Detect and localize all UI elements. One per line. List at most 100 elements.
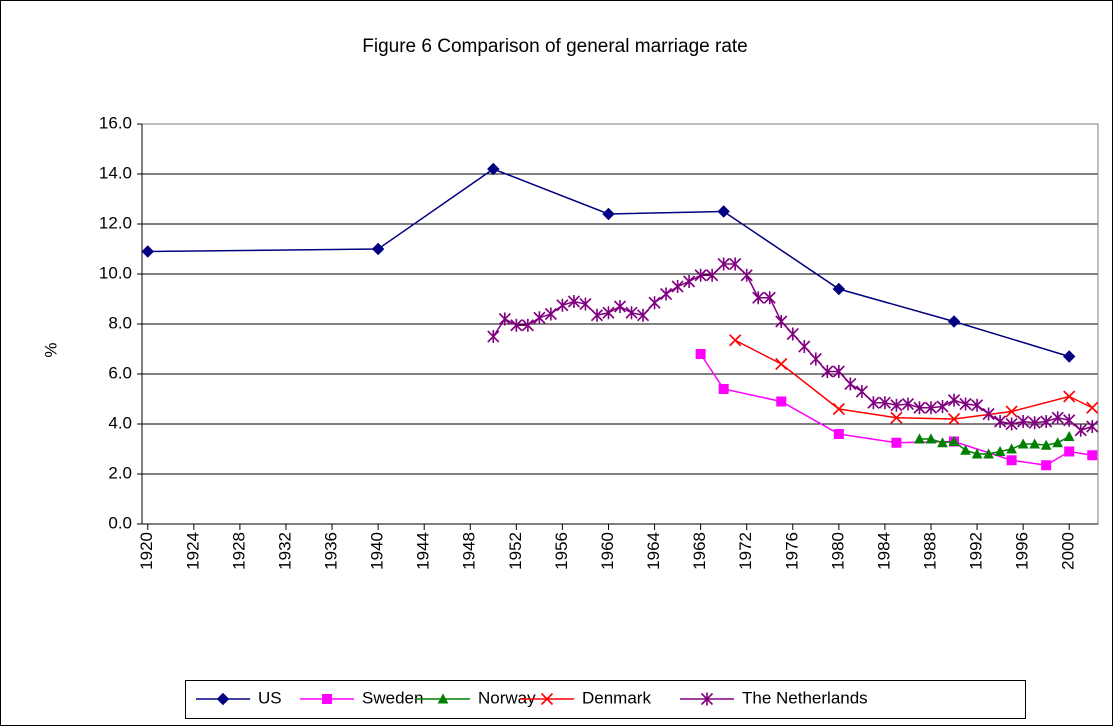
legend-label: Denmark (582, 688, 651, 707)
y-tick-label: 0.0 (108, 513, 132, 532)
marker (700, 692, 714, 706)
x-tick-label: 1936 (322, 532, 341, 570)
legend-label: US (258, 688, 282, 707)
legend-label: The Netherlands (742, 688, 868, 707)
marker (832, 402, 845, 416)
marker (695, 349, 706, 359)
marker (1086, 420, 1099, 433)
marker (775, 315, 788, 328)
x-tick-label: 1920 (137, 532, 156, 570)
marker (544, 307, 557, 321)
marker (1051, 411, 1064, 425)
marker (1064, 446, 1075, 457)
marker (636, 308, 650, 322)
x-tick-label: 2000 (1059, 532, 1078, 570)
x-tick-label: 1964 (644, 532, 663, 570)
x-tick-label: 1924 (183, 532, 202, 570)
marker (901, 397, 915, 411)
marker (1040, 439, 1052, 450)
marker (924, 401, 938, 415)
legend-label: Sweden (362, 688, 423, 707)
marker (1063, 390, 1076, 403)
marker (809, 352, 822, 366)
marker (948, 435, 960, 446)
marker (1086, 401, 1099, 414)
marker (821, 365, 834, 378)
marker (602, 306, 615, 320)
marker (216, 692, 230, 706)
x-tick-label: 1984 (874, 532, 893, 570)
marker (1005, 405, 1018, 418)
marker (832, 282, 846, 296)
marker (371, 242, 385, 256)
marker (1087, 450, 1098, 461)
marker (959, 397, 972, 411)
y-tick-label: 8.0 (108, 313, 132, 332)
marker (706, 268, 719, 282)
marker (763, 291, 776, 305)
marker (947, 393, 961, 407)
marker (1041, 460, 1052, 471)
marker (994, 415, 1007, 428)
marker (729, 334, 742, 347)
marker (729, 257, 742, 271)
marker (613, 300, 627, 313)
marker (1074, 423, 1087, 437)
x-tick-label: 1940 (368, 532, 387, 570)
marker (1028, 416, 1041, 430)
marker (579, 297, 592, 311)
marker (982, 407, 995, 421)
marker (1017, 438, 1029, 449)
y-tick-label: 6.0 (108, 363, 132, 382)
marker (947, 315, 961, 328)
marker (936, 400, 949, 413)
marker (776, 396, 787, 407)
marker (683, 275, 696, 288)
marker (867, 396, 880, 410)
marker (1063, 430, 1075, 441)
y-tick-label: 2.0 (108, 463, 132, 482)
marker (1017, 415, 1030, 428)
marker (322, 694, 332, 704)
x-tick-label: 1932 (275, 532, 294, 570)
marker (786, 327, 799, 341)
y-tick-label: 4.0 (108, 413, 132, 432)
x-tick-label: 1992 (967, 532, 986, 570)
marker (648, 296, 661, 310)
y-tick-label: 10.0 (99, 263, 132, 282)
marker (1006, 455, 1017, 466)
marker (878, 396, 891, 410)
marker (717, 205, 730, 218)
marker (487, 162, 500, 176)
marker (937, 437, 948, 448)
marker (660, 287, 673, 301)
marker (717, 257, 730, 271)
marker (971, 448, 983, 459)
marker (832, 365, 845, 378)
marker (775, 357, 788, 371)
series-line (700, 353, 1093, 467)
marker (913, 401, 926, 415)
x-tick-label: 1960 (598, 532, 617, 570)
marker (521, 318, 534, 332)
marker (960, 444, 971, 455)
y-tick-label: 16.0 (99, 113, 132, 132)
marker (533, 311, 546, 325)
marker (1052, 437, 1064, 448)
marker (844, 377, 857, 391)
marker (947, 412, 961, 426)
marker (983, 448, 994, 459)
marker (602, 207, 615, 221)
legend-label: Norway (478, 688, 536, 707)
x-tick-label: 1944 (414, 532, 433, 570)
marker (994, 445, 1006, 456)
marker (1063, 413, 1076, 427)
marker (671, 280, 684, 293)
x-tick-label: 1956 (552, 532, 571, 570)
marker (1006, 443, 1017, 454)
marker (540, 692, 554, 706)
x-tick-label: 1976 (782, 532, 801, 570)
chart-title: Figure 6 Comparison of general marriage … (362, 36, 747, 57)
series-line (147, 168, 1070, 358)
